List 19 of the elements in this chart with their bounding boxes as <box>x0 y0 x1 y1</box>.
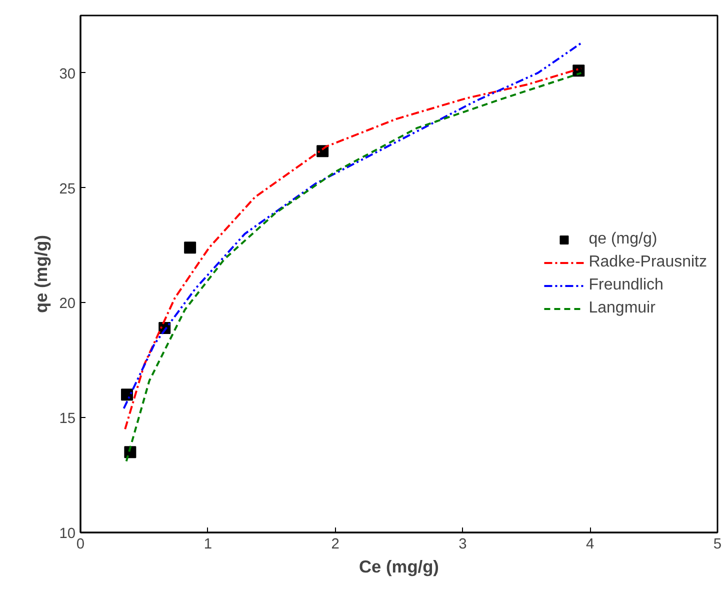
x-tick-label: 2 <box>331 536 340 552</box>
legend-label: qe (mg/g) <box>588 230 658 248</box>
point <box>121 388 133 401</box>
x-tick-label: 4 <box>586 536 594 552</box>
y-axis-title: qe (mg/g) <box>31 235 52 313</box>
y-tick-label: 30 <box>59 66 76 82</box>
legend-label: Radke-Prausnitz <box>588 253 707 271</box>
x-axis-title: Ce (mg/g) <box>359 556 439 576</box>
y-tick-label: 15 <box>59 411 76 428</box>
x-tick-label: 1 <box>204 536 212 552</box>
y-tick-label: 25 <box>59 181 76 198</box>
x-tick-label: 5 <box>713 536 722 552</box>
y-tick-label: 10 <box>59 526 76 542</box>
x-tick-label: 3 <box>458 536 467 552</box>
y-tick-label: 20 <box>59 296 76 312</box>
point <box>184 242 196 254</box>
legend-label: Freundlich <box>588 276 664 294</box>
x-tick-label: 0 <box>76 536 85 552</box>
legend-label: Langmuir <box>588 299 656 317</box>
